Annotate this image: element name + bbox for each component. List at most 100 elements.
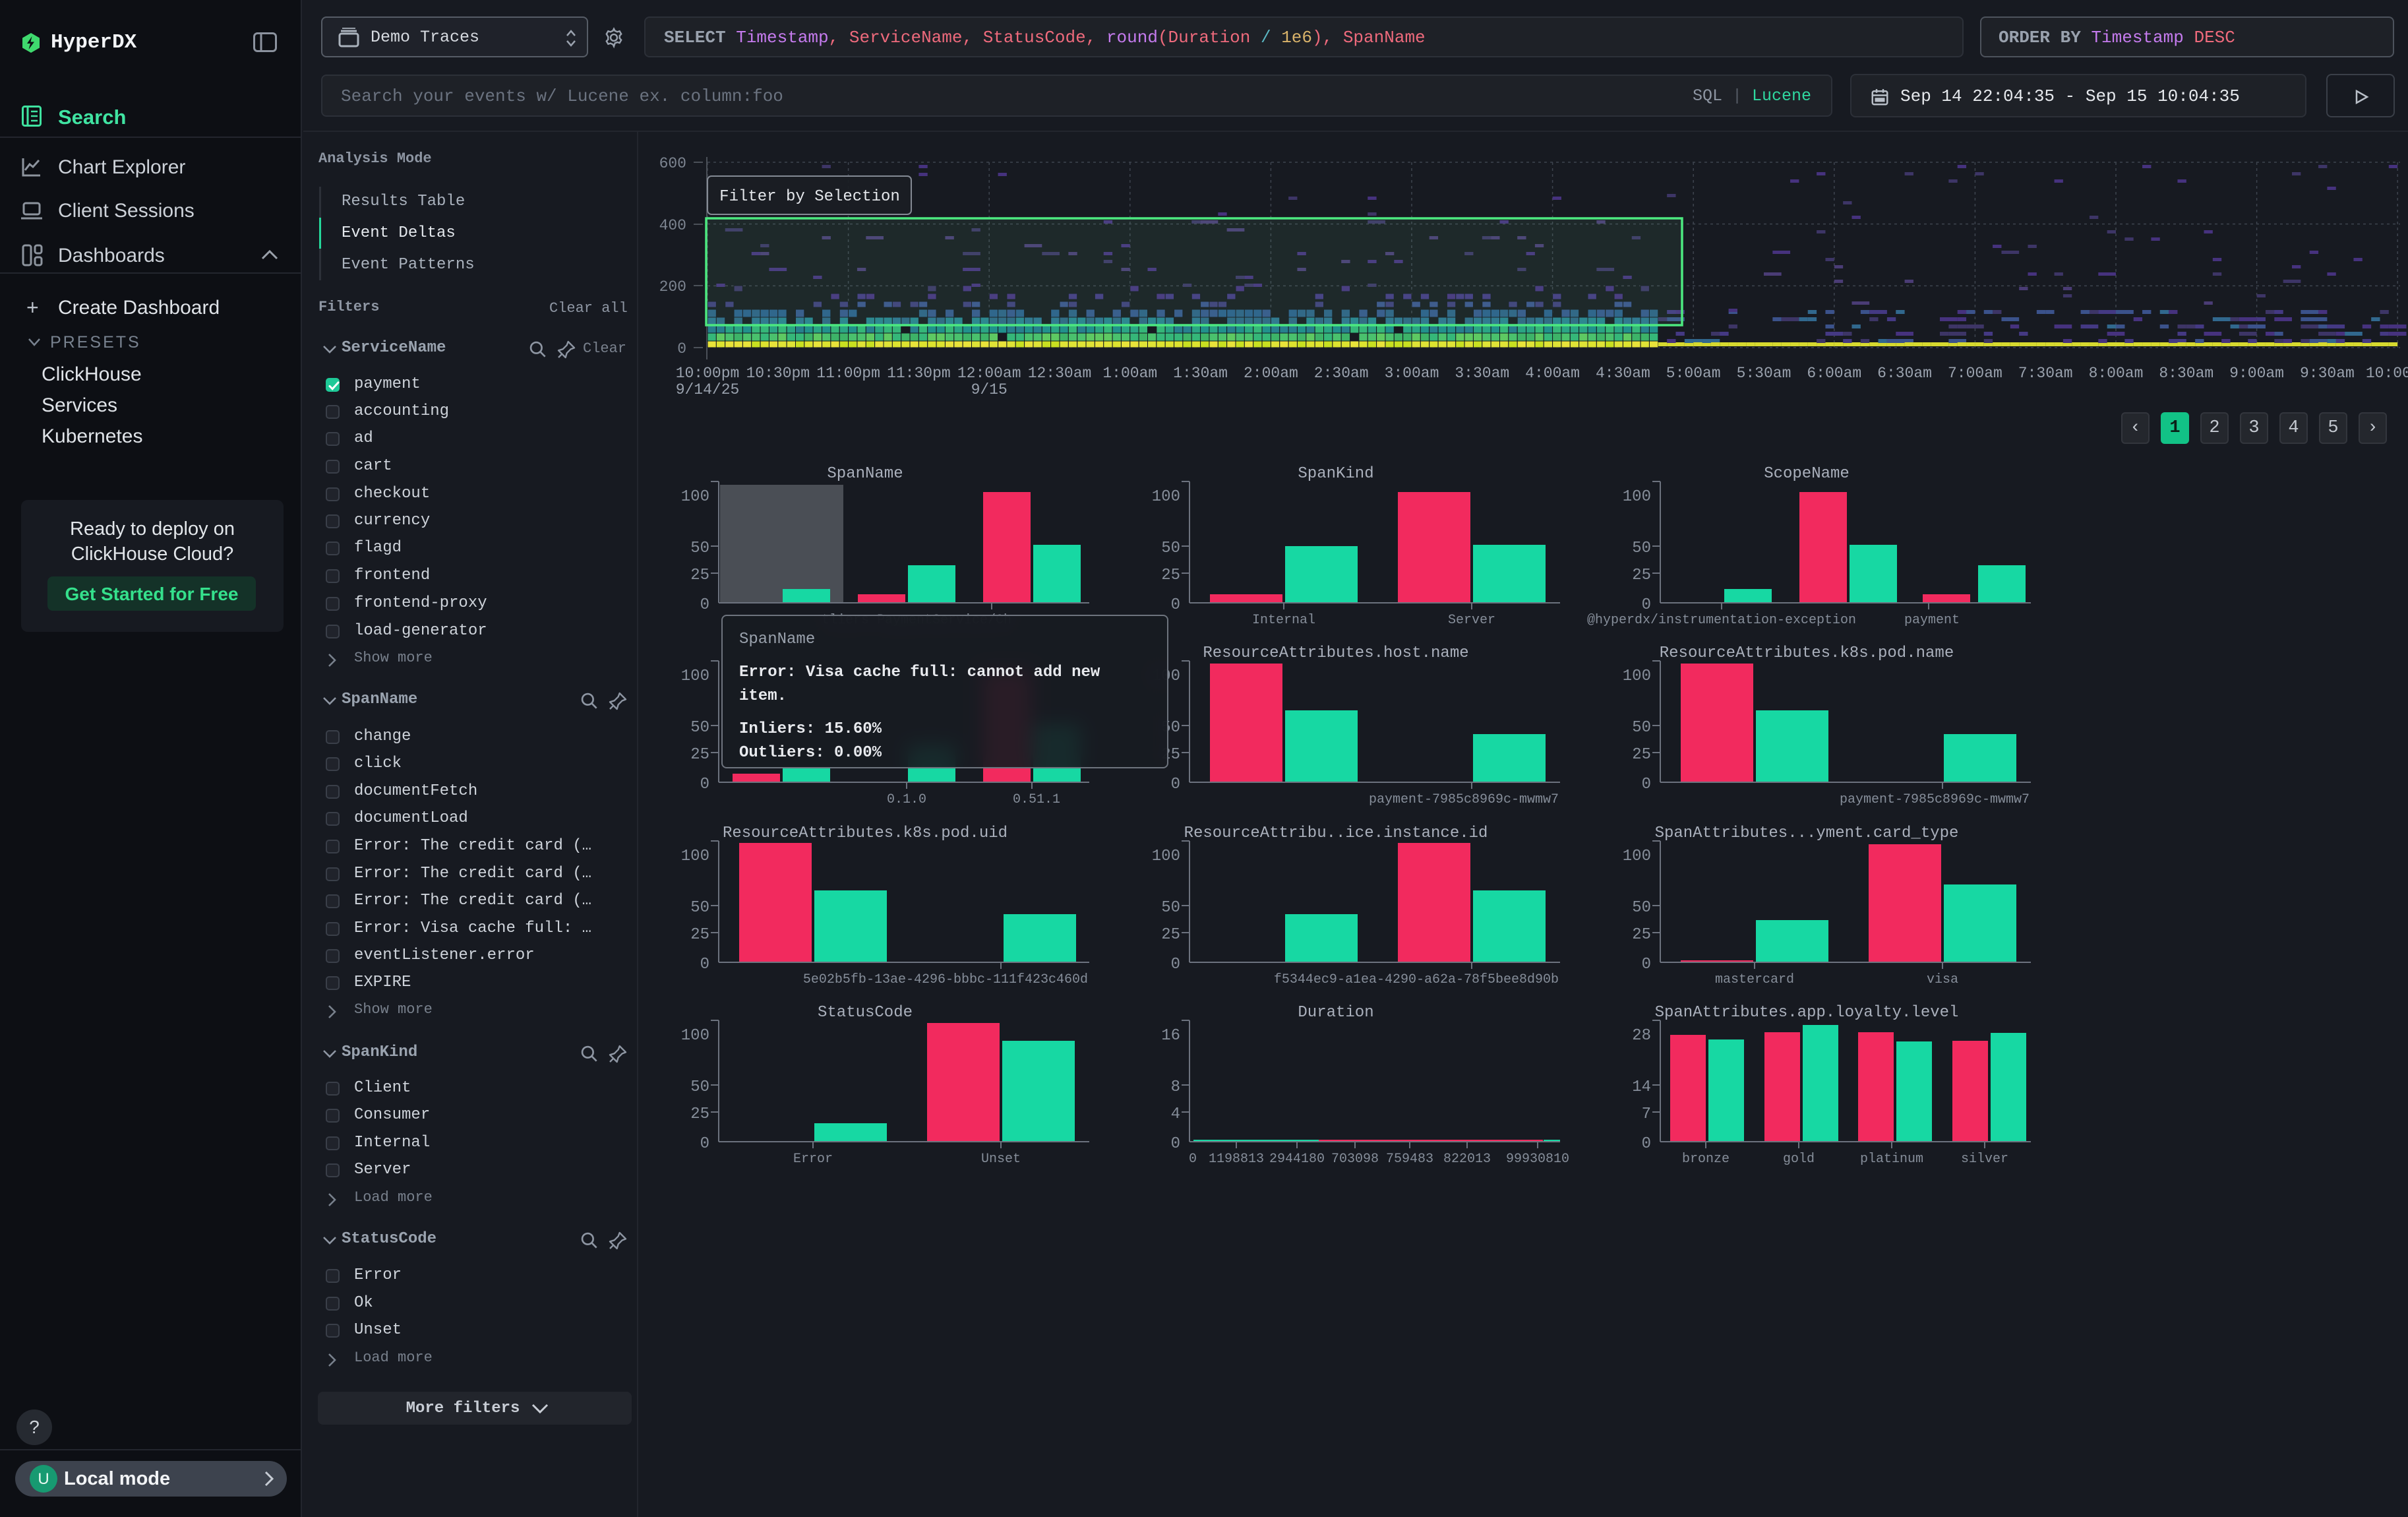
svg-text:0: 0 — [700, 596, 709, 614]
svg-text:9/15: 9/15 — [971, 381, 1008, 398]
svg-text:2:00am: 2:00am — [1244, 365, 1298, 382]
svg-text:3:30am: 3:30am — [1455, 365, 1509, 382]
svg-text:10:30pm: 10:30pm — [746, 365, 810, 382]
svg-text:100: 100 — [1623, 667, 1651, 685]
svg-text:4:30am: 4:30am — [1596, 365, 1650, 382]
svg-text:Duration: Duration — [1298, 1004, 1373, 1022]
svg-text:8:00am: 8:00am — [2089, 365, 2144, 382]
svg-text:payment: payment — [1904, 613, 1960, 628]
svg-text:2944180: 2944180 — [1269, 1152, 1325, 1167]
svg-text:SpanName: SpanName — [827, 465, 903, 483]
svg-text:7:00am: 7:00am — [1948, 365, 2002, 382]
svg-text:100: 100 — [681, 1027, 709, 1045]
svg-text:822013: 822013 — [1443, 1152, 1491, 1167]
svg-text:visa: visa — [1927, 972, 1958, 987]
svg-text:mastercard: mastercard — [1715, 972, 1794, 987]
svg-text:25: 25 — [1632, 567, 1651, 584]
svg-text:gold: gold — [1783, 1152, 1815, 1167]
svg-text:4:00am: 4:00am — [1525, 365, 1580, 382]
svg-text:9/14/25: 9/14/25 — [676, 381, 740, 398]
svg-text:10:00am: 10:00am — [2366, 365, 2408, 382]
svg-text:25: 25 — [690, 1105, 709, 1123]
svg-text:silver: silver — [1961, 1152, 2008, 1167]
svg-text:4: 4 — [1171, 1105, 1180, 1123]
svg-text:50: 50 — [690, 719, 709, 737]
svg-text:0: 0 — [1171, 776, 1180, 793]
svg-text:6:00am: 6:00am — [1807, 365, 1861, 382]
svg-text:0: 0 — [1642, 596, 1651, 614]
svg-text:25: 25 — [690, 926, 709, 944]
svg-text:25: 25 — [690, 746, 709, 764]
svg-text:ResourceAttributes.k8s.pod.nam: ResourceAttributes.k8s.pod.name — [1660, 644, 1954, 662]
svg-text:100: 100 — [1623, 488, 1651, 506]
svg-text:9:00am: 9:00am — [2229, 365, 2284, 382]
svg-text:25: 25 — [1632, 746, 1651, 764]
svg-text:50: 50 — [690, 1078, 709, 1096]
svg-text:Unset: Unset — [981, 1152, 1021, 1167]
svg-text:0: 0 — [1189, 1152, 1197, 1167]
svg-text:0: 0 — [1171, 1135, 1180, 1153]
svg-text:12:00am: 12:00am — [957, 365, 1021, 382]
svg-text:9:30am: 9:30am — [2300, 365, 2355, 382]
svg-text:0: 0 — [1642, 776, 1651, 793]
svg-text:1:30am: 1:30am — [1173, 365, 1228, 382]
svg-text:ResourceAttributes.k8s.pod.uid: ResourceAttributes.k8s.pod.uid — [723, 824, 1008, 842]
svg-text:platinum: platinum — [1860, 1152, 1923, 1167]
svg-text:0.1.0: 0.1.0 — [887, 792, 926, 807]
svg-text:50: 50 — [1161, 899, 1180, 917]
svg-text:5e02b5fb-13ae-4296-bbbc-111f42: 5e02b5fb-13ae-4296-bbbc-111f423c460d — [803, 972, 1088, 987]
svg-text:2:30am: 2:30am — [1314, 365, 1369, 382]
svg-text:payment-7985c8969c-mwmw7: payment-7985c8969c-mwmw7 — [1369, 792, 1559, 807]
svg-text:5:30am: 5:30am — [1737, 365, 1791, 382]
svg-text:SpanAttributes.app.loyalty.lev: SpanAttributes.app.loyalty.level — [1655, 1004, 1959, 1022]
svg-text:600: 600 — [659, 155, 686, 172]
svg-text:f5344ec9-a1ea-4290-a62a-78f5be: f5344ec9-a1ea-4290-a62a-78f5bee8d90b — [1274, 972, 1559, 987]
svg-text:Error: Error — [793, 1152, 833, 1167]
svg-text:0.51.1: 0.51.1 — [1013, 792, 1060, 807]
svg-text:0: 0 — [700, 956, 709, 974]
svg-text:Internal: Internal — [1252, 613, 1315, 628]
svg-text:100: 100 — [1152, 488, 1180, 506]
svg-text:200: 200 — [659, 278, 686, 295]
svg-text:759483: 759483 — [1386, 1152, 1433, 1167]
svg-text:703098: 703098 — [1331, 1152, 1379, 1167]
svg-text:0: 0 — [1642, 1135, 1651, 1153]
svg-text:50: 50 — [690, 540, 709, 557]
svg-text:3:00am: 3:00am — [1385, 365, 1439, 382]
svg-text:Filter by Selection: Filter by Selection — [719, 188, 900, 206]
svg-text:12:30am: 12:30am — [1028, 365, 1092, 382]
svg-text:1198813: 1198813 — [1209, 1152, 1264, 1167]
svg-text:50: 50 — [1632, 899, 1651, 917]
svg-text:99930810: 99930810 — [1506, 1152, 1569, 1167]
svg-text:28: 28 — [1632, 1027, 1651, 1045]
svg-text:Server: Server — [1448, 613, 1495, 628]
svg-text:50: 50 — [1632, 719, 1651, 737]
svg-text:SpanKind: SpanKind — [1298, 465, 1373, 483]
svg-text:14: 14 — [1632, 1078, 1651, 1096]
svg-text:8:30am: 8:30am — [2159, 365, 2213, 382]
svg-text:50: 50 — [690, 899, 709, 917]
svg-text:StatusCode: StatusCode — [818, 1004, 913, 1022]
svg-text:11:00pm: 11:00pm — [816, 365, 880, 382]
svg-text:400: 400 — [659, 217, 686, 234]
svg-text:16: 16 — [1161, 1027, 1180, 1045]
svg-text:bronze: bronze — [1682, 1152, 1730, 1167]
svg-text:25: 25 — [1161, 926, 1180, 944]
svg-text:5:00am: 5:00am — [1666, 365, 1721, 382]
svg-text:10:00pm: 10:00pm — [676, 365, 740, 382]
svg-text:ResourceAttributes.host.name: ResourceAttributes.host.name — [1203, 644, 1468, 662]
svg-text:25: 25 — [690, 567, 709, 584]
svg-text:50: 50 — [1161, 540, 1180, 557]
svg-text:6:30am: 6:30am — [1877, 365, 1932, 382]
svg-text:0: 0 — [1171, 956, 1180, 974]
svg-text:0: 0 — [700, 1135, 709, 1153]
svg-text:0: 0 — [677, 340, 686, 357]
svg-text:25: 25 — [1632, 926, 1651, 944]
svg-text:ScopeName: ScopeName — [1764, 465, 1850, 483]
svg-text:100: 100 — [681, 667, 709, 685]
svg-text:25: 25 — [1161, 567, 1180, 584]
svg-text:50: 50 — [1632, 540, 1651, 557]
svg-text:1:00am: 1:00am — [1102, 365, 1157, 382]
svg-text:8: 8 — [1171, 1078, 1180, 1096]
svg-text:7:30am: 7:30am — [2018, 365, 2073, 382]
